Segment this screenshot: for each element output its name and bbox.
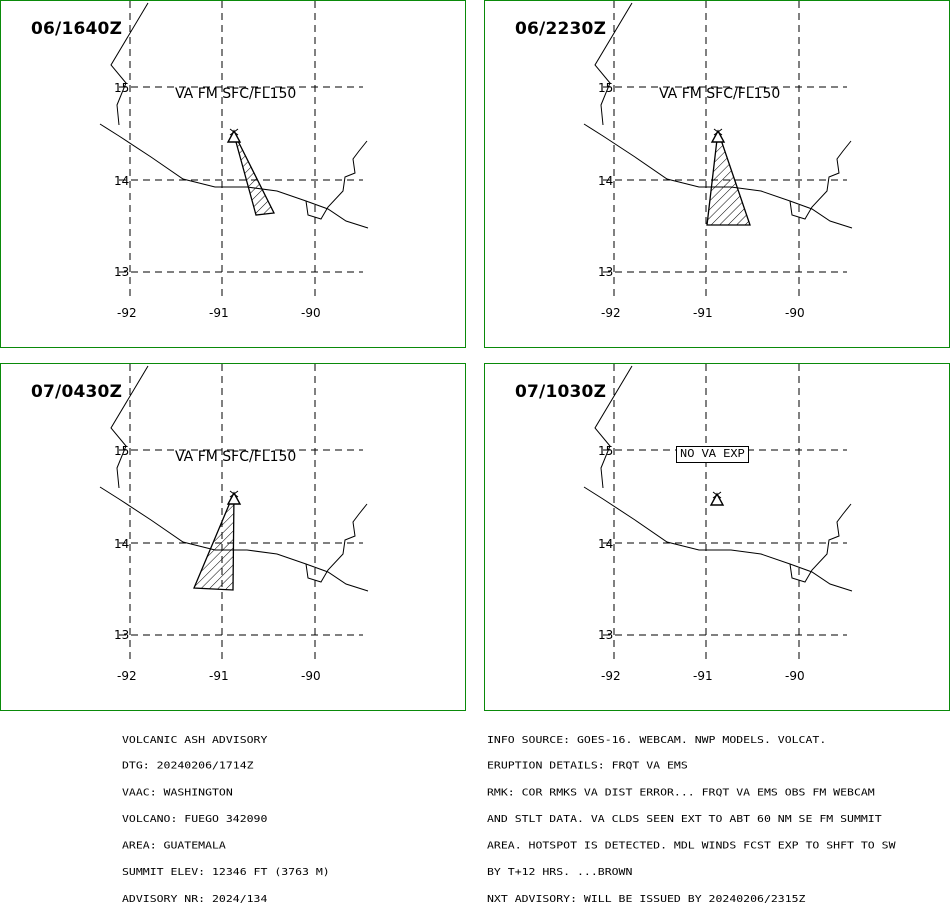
advisory-line: AREA. HOTSPOT IS DETECTED. MDL WINDS FCS… xyxy=(487,839,896,852)
border-line xyxy=(789,503,852,583)
panel-time: 06/2230Z xyxy=(515,19,607,39)
latitude-label: 13 xyxy=(598,265,613,279)
longitude-label: -92 xyxy=(601,669,621,683)
latitude-label: 15 xyxy=(114,81,129,95)
latitude-label: 13 xyxy=(598,628,613,642)
map-4: 15 14 13 -92 -91 -90 xyxy=(583,364,853,683)
longitude-label: -91 xyxy=(209,669,229,683)
coastline xyxy=(99,486,369,592)
longitude-label: -92 xyxy=(117,669,137,683)
border-line xyxy=(594,365,633,489)
panel-time: 07/0430Z xyxy=(31,382,123,402)
volcano-icon xyxy=(709,491,725,506)
va-height-label: VA FM SFC/FL150 xyxy=(659,86,780,102)
latitude-label: 13 xyxy=(114,628,129,642)
va-height-label: VA FM SFC/FL150 xyxy=(175,449,296,465)
advisory-line: ERUPTION DETAILS: FRQT VA EMS xyxy=(487,759,688,772)
advisory-line: VOLCANO: FUEGO 342090 xyxy=(122,812,268,825)
border-line xyxy=(305,503,368,583)
coastline xyxy=(99,123,369,229)
latitude-label: 15 xyxy=(598,444,613,458)
border-line xyxy=(110,365,149,489)
advisory-right: INFO SOURCE: GOES-16. WEBCAM. NWP MODELS… xyxy=(487,717,896,912)
volcano-icon xyxy=(226,128,242,143)
forecast-panel-1: 15 14 13 -92 -91 -90 VA FM SFC/FL150 06/1640Z xyxy=(0,0,466,348)
border-line xyxy=(305,140,368,220)
advisory-line: INFO SOURCE: GOES-16. WEBCAM. NWP MODELS… xyxy=(487,732,827,746)
latitude-label: 14 xyxy=(114,174,129,188)
advisory-line: AREA: GUATEMALA xyxy=(122,839,226,852)
latitude-label: 15 xyxy=(114,444,129,458)
advisory-line: SUMMIT ELEV: 12346 FT (3763 M) xyxy=(122,865,330,878)
ash-cloud-polygon xyxy=(193,492,235,591)
volcano-icon xyxy=(710,128,726,143)
longitude-label: -91 xyxy=(693,669,713,683)
longitude-label: -91 xyxy=(693,306,713,320)
volcano-icon xyxy=(226,490,242,505)
coastline xyxy=(583,486,853,592)
longitude-label: -90 xyxy=(785,306,805,320)
longitude-label: -90 xyxy=(785,669,805,683)
forecast-panel-3: 15 14 13 -92 -91 -90 VA FM SFC/FL150 07/0430Z xyxy=(0,363,466,711)
longitude-label: -90 xyxy=(301,669,321,683)
border-line xyxy=(789,140,852,220)
longitude-label: -92 xyxy=(117,306,137,320)
latitude-label: 14 xyxy=(598,174,613,188)
forecast-panel-2: 15 14 13 -92 -91 -90 VA FM SFC/FL150 06/2230Z xyxy=(484,0,950,348)
forecast-panel-4: 15 14 13 -92 -91 -90 07/1030Z NO VA EXP xyxy=(484,363,950,711)
advisory-line: NXT ADVISORY: WILL BE ISSUED BY 20240206… xyxy=(487,892,806,905)
advisory-line: VOLCANIC ASH ADVISORY xyxy=(122,732,268,746)
map-2: 15 14 13 -92 -91 -90 VA FM SFC/FL150 xyxy=(583,1,853,320)
latitude-label: 14 xyxy=(598,537,613,551)
advisory-line: BY T+12 HRS. ...BROWN xyxy=(487,865,633,878)
ash-cloud-polygon xyxy=(706,130,751,226)
map-1: 15 14 13 -92 -91 -90 VA FM SFC/FL150 xyxy=(99,1,369,320)
no-va-exp-label: NO VA EXP xyxy=(676,446,749,463)
map-3: 15 14 13 -92 -91 -90 VA FM SFC/FL150 xyxy=(99,364,369,683)
advisory-line: ADVISORY NR: 2024/134 xyxy=(122,892,268,905)
latitude-label: 15 xyxy=(598,81,613,95)
advisory-line: DTG: 20240206/1714Z xyxy=(122,759,254,772)
advisory-line: VAAC: WASHINGTON xyxy=(122,786,233,799)
advisory-line: RMK: COR RMKS VA DIST ERROR... FRQT VA E… xyxy=(487,786,875,799)
panel-time: 06/1640Z xyxy=(31,19,123,39)
advisory-line: AND STLT DATA. VA CLDS SEEN EXT TO ABT 6… xyxy=(487,812,882,825)
border-line xyxy=(594,2,633,126)
border-line xyxy=(110,2,149,126)
latitude-label: 14 xyxy=(114,537,129,551)
advisory-left: VOLCANIC ASH ADVISORY DTG: 20240206/1714… xyxy=(122,717,330,912)
longitude-label: -90 xyxy=(301,306,321,320)
longitude-label: -91 xyxy=(209,306,229,320)
latitude-label: 13 xyxy=(114,265,129,279)
longitude-label: -92 xyxy=(601,306,621,320)
ash-cloud-polygon xyxy=(232,130,275,216)
va-height-label: VA FM SFC/FL150 xyxy=(175,86,296,102)
panel-time: 07/1030Z xyxy=(515,382,607,402)
